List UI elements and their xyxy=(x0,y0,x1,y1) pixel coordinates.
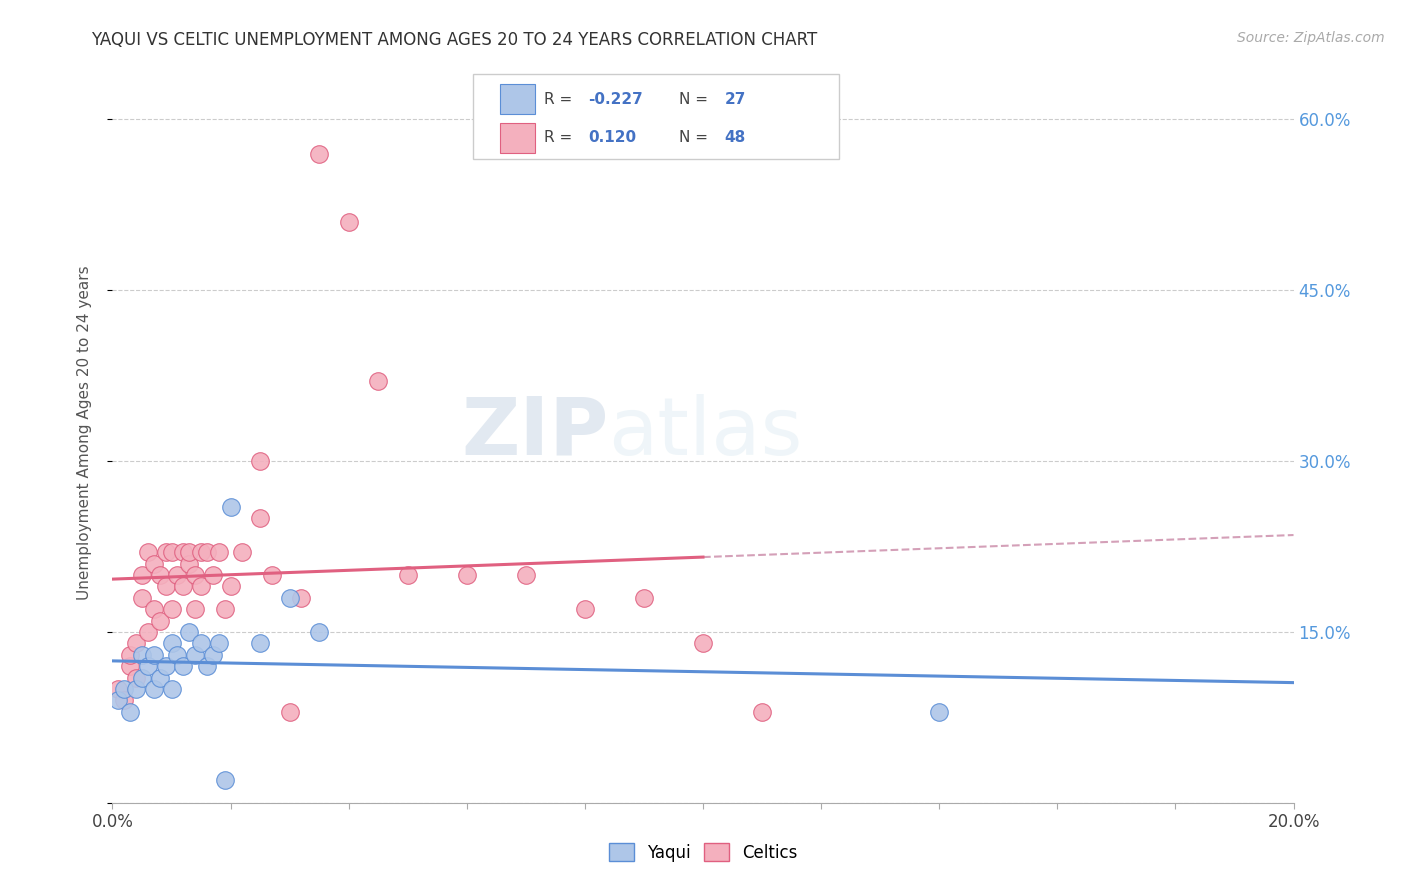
Point xyxy=(155,659,177,673)
Point xyxy=(249,636,271,650)
Point xyxy=(219,500,242,514)
Point xyxy=(214,602,236,616)
Point xyxy=(142,602,165,616)
FancyBboxPatch shape xyxy=(501,84,536,114)
Point xyxy=(231,545,253,559)
Point xyxy=(120,705,142,719)
Point xyxy=(249,511,271,525)
Point xyxy=(120,659,142,673)
Point xyxy=(160,681,183,696)
FancyBboxPatch shape xyxy=(472,73,839,159)
Legend: Yaqui, Celtics: Yaqui, Celtics xyxy=(602,837,804,869)
Point xyxy=(160,545,183,559)
Point xyxy=(278,591,301,605)
Point xyxy=(131,671,153,685)
Point xyxy=(249,454,271,468)
Point xyxy=(179,545,201,559)
Point xyxy=(179,624,201,639)
Point xyxy=(195,545,218,559)
Point xyxy=(928,705,950,719)
Point xyxy=(136,659,159,673)
Point xyxy=(125,681,148,696)
Point xyxy=(190,579,212,593)
Point xyxy=(633,591,655,605)
Point xyxy=(208,545,231,559)
Point xyxy=(155,579,177,593)
Point xyxy=(172,579,194,593)
Point xyxy=(142,557,165,571)
Point xyxy=(456,568,478,582)
Point xyxy=(184,602,207,616)
Point xyxy=(149,671,172,685)
Point xyxy=(107,681,129,696)
Point xyxy=(131,568,153,582)
Point xyxy=(166,568,188,582)
Text: R =: R = xyxy=(544,130,576,145)
Point xyxy=(172,659,194,673)
Text: ZIP: ZIP xyxy=(461,393,609,472)
Point xyxy=(190,545,212,559)
Point xyxy=(190,636,212,650)
Point xyxy=(172,545,194,559)
Point xyxy=(155,545,177,559)
Point xyxy=(131,591,153,605)
Point xyxy=(125,636,148,650)
Point xyxy=(214,772,236,787)
Point xyxy=(260,568,283,582)
Point xyxy=(219,579,242,593)
Point xyxy=(574,602,596,616)
Text: 0.120: 0.120 xyxy=(589,130,637,145)
Text: R =: R = xyxy=(544,92,576,106)
Point xyxy=(184,568,207,582)
Point xyxy=(278,705,301,719)
Point xyxy=(367,375,389,389)
Point xyxy=(201,568,224,582)
Point xyxy=(107,693,129,707)
Text: N =: N = xyxy=(679,92,713,106)
Point xyxy=(751,705,773,719)
Text: Source: ZipAtlas.com: Source: ZipAtlas.com xyxy=(1237,31,1385,45)
Point xyxy=(142,648,165,662)
Text: YAQUI VS CELTIC UNEMPLOYMENT AMONG AGES 20 TO 24 YEARS CORRELATION CHART: YAQUI VS CELTIC UNEMPLOYMENT AMONG AGES … xyxy=(91,31,818,49)
Point xyxy=(142,681,165,696)
Text: atlas: atlas xyxy=(609,393,803,472)
Point xyxy=(160,636,183,650)
Point xyxy=(692,636,714,650)
Text: -0.227: -0.227 xyxy=(589,92,643,106)
Point xyxy=(195,659,218,673)
Point xyxy=(208,636,231,650)
Point xyxy=(120,648,142,662)
Text: 27: 27 xyxy=(724,92,745,106)
Point xyxy=(136,624,159,639)
Point xyxy=(337,215,360,229)
Point xyxy=(149,568,172,582)
Point xyxy=(396,568,419,582)
FancyBboxPatch shape xyxy=(501,123,536,153)
Point xyxy=(160,602,183,616)
Point xyxy=(201,648,224,662)
Point xyxy=(112,693,135,707)
Y-axis label: Unemployment Among Ages 20 to 24 years: Unemployment Among Ages 20 to 24 years xyxy=(77,265,91,600)
Point xyxy=(184,648,207,662)
Point xyxy=(149,614,172,628)
Point xyxy=(136,545,159,559)
Point xyxy=(166,648,188,662)
Point xyxy=(125,671,148,685)
Text: 48: 48 xyxy=(724,130,745,145)
Point xyxy=(179,557,201,571)
Point xyxy=(112,681,135,696)
Point xyxy=(515,568,537,582)
Point xyxy=(131,648,153,662)
Point xyxy=(308,146,330,161)
Text: N =: N = xyxy=(679,130,713,145)
Point xyxy=(290,591,312,605)
Point xyxy=(308,624,330,639)
